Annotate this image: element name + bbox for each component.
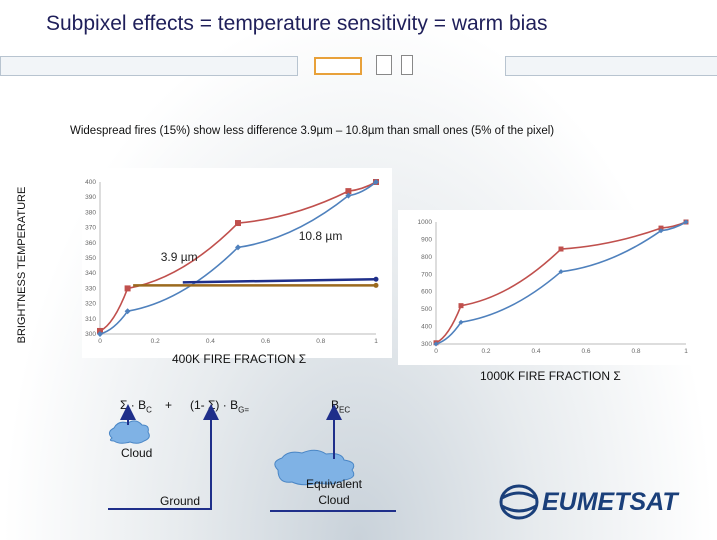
header-deco-orange	[314, 57, 362, 75]
chart-400k-xlabel: 400K FIRE FRACTION Σ	[172, 352, 307, 366]
equation-sub-ec: EC	[339, 405, 351, 415]
eumetsat-logo: EUMETSAT	[498, 482, 698, 522]
data-point-red	[458, 303, 464, 309]
data-point-red	[658, 225, 664, 231]
small-cloud-icon	[108, 420, 150, 444]
x-tick-label: 1	[374, 338, 378, 345]
header-deco-right	[505, 56, 717, 76]
y-tick-label: 700	[421, 271, 432, 278]
cloud-label: Cloud	[121, 446, 153, 460]
y-tick-label: 330	[85, 285, 96, 292]
y-tick-label: 390	[85, 194, 96, 201]
x-tick-label: 0.4	[206, 338, 215, 345]
chart-1000k: 300 400 500 600 700 800 900 1000 0 0.2 0.4 0.6 0.8 1	[398, 210, 698, 365]
chart-background	[82, 168, 392, 358]
x-tick-label: 1	[684, 348, 688, 355]
data-point-blue	[97, 331, 103, 337]
x-tick-label: 0	[434, 348, 438, 355]
eumetsat-globe-icon	[499, 484, 539, 520]
data-point-blue	[433, 341, 439, 347]
chart-annotation: 10.8 µm	[299, 229, 343, 243]
x-tick-label: 0.6	[581, 348, 590, 355]
slide-subtitle: Widespread fires (15%) show less differe…	[70, 125, 555, 137]
x-tick-label: 0.8	[316, 338, 325, 345]
equation-sub-g: G=	[238, 405, 249, 415]
data-point-blue	[458, 319, 464, 325]
y-tick-label: 300	[85, 331, 96, 338]
slide-title: Subpixel effects = temperature sensitivi…	[46, 12, 548, 35]
chart-background	[398, 210, 698, 365]
equivalent-cloud-label: Equivalent Cloud	[305, 477, 363, 507]
header-square-2	[401, 55, 413, 75]
chart-1000k-xlabel: 1000K FIRE FRACTION Σ	[480, 369, 621, 383]
x-tick-label: 0.2	[151, 338, 160, 345]
data-point-blue	[658, 228, 664, 234]
chart-annotation: 3.9 µm	[161, 250, 198, 264]
y-tick-label: 340	[85, 270, 96, 277]
data-point-blue	[373, 179, 379, 185]
data-point-blue	[683, 219, 689, 225]
ground-label: Ground	[160, 494, 201, 508]
series-line-navy	[182, 278, 377, 284]
data-point-red	[558, 246, 564, 252]
data-point-blue	[558, 269, 564, 275]
data-point-blue	[124, 308, 131, 315]
y-tick-label: 300	[421, 341, 432, 348]
data-point-blue	[235, 244, 241, 251]
y-tick-label: 900	[421, 236, 432, 243]
y-tick-label: 800	[421, 254, 432, 261]
data-point-red	[124, 285, 131, 292]
y-tick-label: 500	[421, 306, 432, 313]
data-point-red	[235, 220, 241, 227]
y-tick-label: 380	[85, 209, 96, 216]
y-tick-label: 600	[421, 289, 432, 296]
y-tick-label: 400	[85, 179, 96, 186]
y-tick-label: 320	[85, 301, 96, 308]
y-tick-label: 350	[85, 255, 96, 262]
y-tick-label: 310	[85, 316, 96, 323]
x-tick-label: 0.2	[481, 348, 490, 355]
equation-sub-c: C	[146, 405, 152, 415]
y-tick-label: 400	[421, 324, 432, 331]
y-tick-label: 1000	[418, 219, 433, 226]
y-tick-label: 370	[85, 225, 96, 232]
x-tick-label: 0.4	[531, 348, 540, 355]
equation-plus: +	[165, 398, 173, 412]
y-tick-label: 360	[85, 240, 96, 247]
chart-400k: 300 310 320 330 340 350 360 370 380 390 400 0 0.2 0.4…	[82, 168, 392, 358]
eumetsat-logo-text: EUMETSAT	[542, 488, 678, 516]
x-tick-label: 0.6	[261, 338, 270, 345]
x-tick-label: 0	[98, 338, 102, 345]
header-deco-left	[0, 56, 298, 76]
x-tick-label: 0.8	[631, 348, 640, 355]
header-square-1	[376, 55, 392, 75]
data-point-red	[345, 188, 352, 195]
data-point-olive	[373, 282, 379, 288]
data-point-red	[97, 327, 103, 334]
data-point-navy	[373, 276, 379, 282]
data-point-blue	[345, 192, 352, 199]
